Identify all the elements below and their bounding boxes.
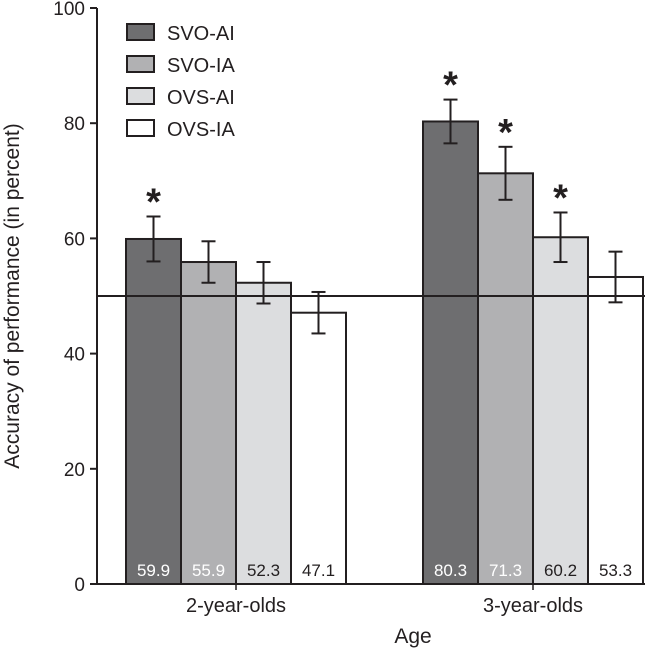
legend-swatch bbox=[126, 55, 155, 73]
legend-label: OVS-IA bbox=[167, 119, 235, 141]
bar bbox=[532, 236, 589, 586]
bar bbox=[422, 120, 479, 586]
y-tick-label: 20 bbox=[64, 460, 85, 481]
x-tick-label: 3-year-olds bbox=[483, 595, 583, 617]
bar bbox=[180, 261, 237, 585]
y-tick-label: 0 bbox=[74, 575, 85, 596]
x-tick-label: 2-year-olds bbox=[186, 595, 286, 617]
legend-label: SVO-AI bbox=[167, 23, 235, 45]
bar bbox=[290, 311, 347, 585]
significance-marker: * bbox=[443, 65, 458, 107]
bar-value-label: 55.9 bbox=[192, 561, 225, 580]
bar-value-label: 47.1 bbox=[302, 561, 335, 580]
bar bbox=[235, 281, 292, 585]
legend-swatch bbox=[126, 87, 155, 105]
bar bbox=[125, 237, 182, 585]
legend-swatch bbox=[126, 23, 155, 41]
bar-value-label: 53.3 bbox=[599, 561, 632, 580]
y-tick-label: 40 bbox=[64, 345, 85, 366]
x-axis-label: Age bbox=[394, 625, 431, 648]
y-axis-label: Accuracy of performance (in percent) bbox=[1, 123, 24, 468]
significance-marker: * bbox=[553, 177, 568, 219]
legend-swatch bbox=[126, 119, 155, 137]
bar-value-label: 80.3 bbox=[434, 561, 467, 580]
bar bbox=[587, 275, 644, 585]
bar-value-label: 52.3 bbox=[247, 561, 280, 580]
bar-value-label: 59.9 bbox=[137, 561, 170, 580]
y-tick-label: 100 bbox=[53, 0, 85, 20]
legend-label: SVO-IA bbox=[167, 55, 235, 77]
significance-marker: * bbox=[498, 112, 513, 154]
y-tick-label: 60 bbox=[64, 229, 85, 250]
y-tick-label: 80 bbox=[64, 114, 85, 135]
legend-label: OVS-AI bbox=[167, 87, 235, 109]
bar bbox=[477, 172, 534, 585]
bar-value-label: 71.3 bbox=[489, 561, 522, 580]
significance-marker: * bbox=[146, 182, 161, 224]
bar-value-label: 60.2 bbox=[544, 561, 577, 580]
